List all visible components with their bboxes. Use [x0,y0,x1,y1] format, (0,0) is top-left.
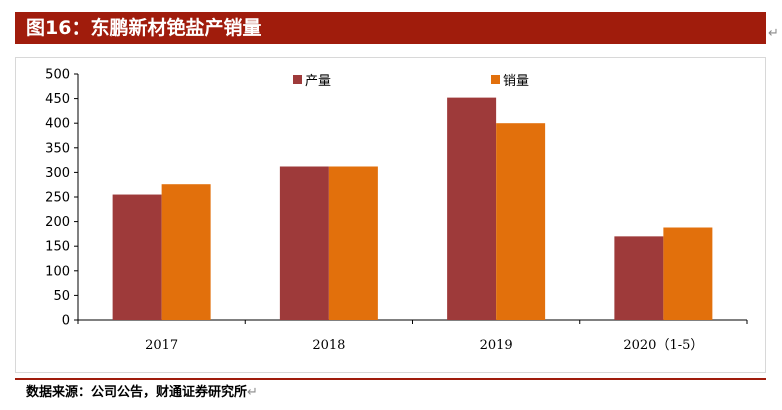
y-tick-label: 450 [45,92,70,107]
bar-sales [496,123,546,320]
bar-sales [663,227,713,320]
source-text: 数据来源：公司公告，财通证券研究所 [26,385,248,400]
y-tick-label: 400 [45,117,70,132]
x-tick-label: 2018 [312,338,345,353]
bar-sales [161,184,211,320]
y-tick-label: 150 [45,240,70,255]
source-divider [15,378,766,380]
bar-production [447,97,497,320]
figure-title: 图16：东鹏新材铯盐产销量 [26,17,262,39]
chart-frame [15,57,766,373]
bar-production [614,236,664,320]
legend-swatch-sales [491,75,500,84]
y-tick-label: 200 [45,215,70,230]
y-tick-label: 50 [53,289,70,304]
x-tick-label: 2017 [145,338,178,353]
title-bar: 图16：东鹏新材铯盐产销量 [15,12,766,44]
x-tick-label: 2019 [480,338,513,353]
y-tick-label: 0 [62,314,70,329]
legend-swatch-production [293,75,302,84]
source-return-mark: ↵ [247,385,258,400]
bar-sales [328,166,378,320]
x-tick-label: 2020（1-5） [623,338,703,353]
title-return-mark: ↵ [768,26,779,41]
legend-label-production: 产量 [305,74,331,89]
y-tick-label: 300 [45,166,70,181]
y-tick-label: 500 [45,68,70,83]
bar-production [279,166,329,320]
y-tick-label: 100 [45,264,70,279]
y-tick-label: 250 [45,191,70,206]
bar-production [112,194,162,320]
y-tick-label: 350 [45,141,70,156]
legend-label-sales: 销量 [503,74,529,89]
bar-chart: 0 50 100 150 200 250 300 350 400 450 500 2017 2018 20… [45,68,748,353]
source-note: 数据来源：公司公告，财通证券研究所↵ [26,383,258,403]
